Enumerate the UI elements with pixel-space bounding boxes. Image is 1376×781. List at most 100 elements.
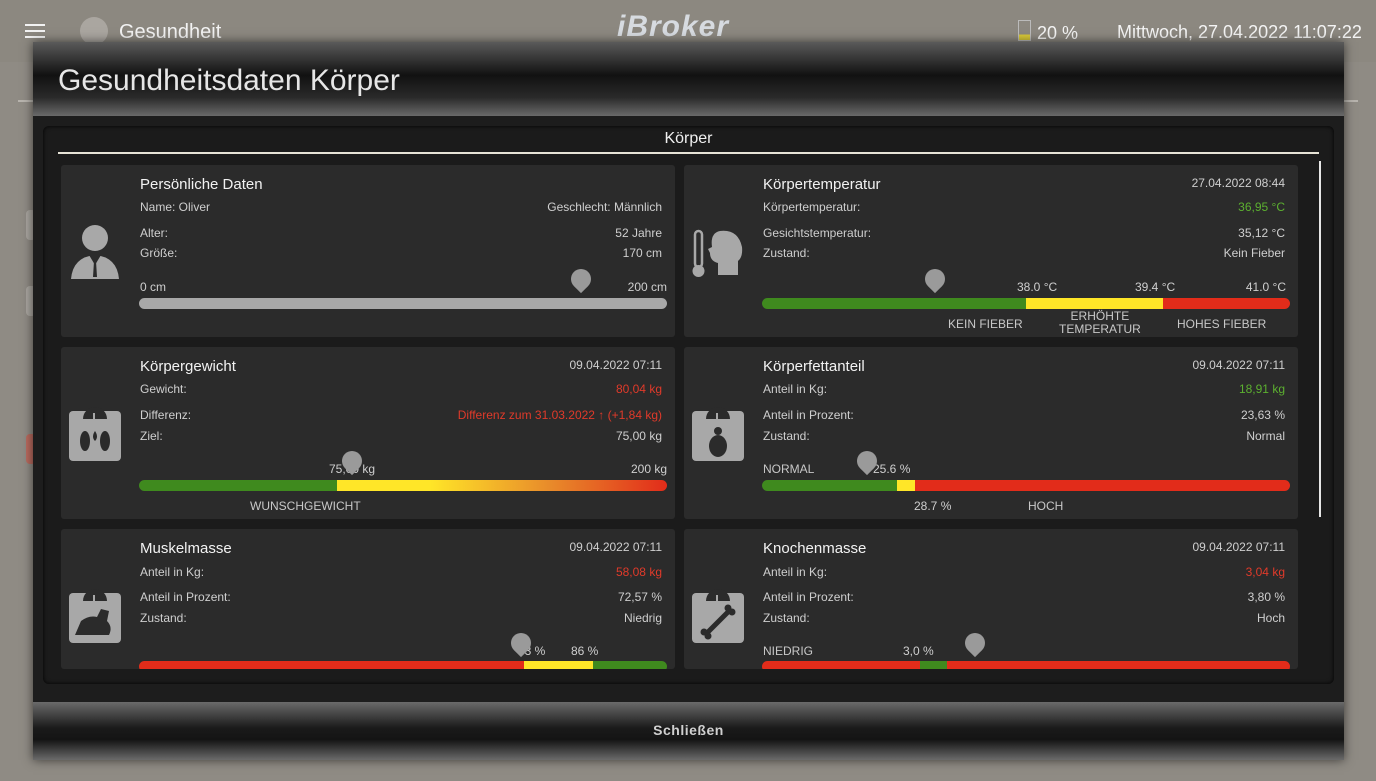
tick-25-6: 25.6 % [873, 462, 911, 476]
close-button[interactable]: Schließen [653, 722, 724, 738]
body-temp-label: Körpertemperatur: [763, 200, 861, 214]
state-label: Zustand: [763, 429, 810, 443]
tick-39-4: 39.4 °C [1135, 280, 1176, 294]
body-temp-value: 36,95 °C [1238, 200, 1285, 214]
state-label: Zustand: [763, 246, 810, 260]
card-date: 09.04.2022 07:11 [1192, 540, 1285, 554]
state-value: Normal [1246, 429, 1285, 443]
zone-no-fever: KEIN FIEBER [948, 317, 1023, 331]
state-value: Hoch [1256, 611, 1285, 625]
card-title: Körpertemperatur [763, 176, 881, 193]
background-widget [26, 434, 36, 464]
dialog-footer: Schließen [33, 702, 1344, 760]
height-value: 170 cm [622, 246, 662, 260]
face-temp-label: Gesichtstemperatur: [763, 226, 872, 240]
zone-high: HOCH [1028, 499, 1064, 513]
dialog-header: Gesundheitsdaten Körper [33, 42, 1344, 116]
scale-bone-icon [692, 589, 744, 643]
zone-elevated-line2: TEMPERATUR [1059, 322, 1141, 336]
goal-label: Ziel: [140, 429, 163, 443]
card-body-weight: Körpergewicht 09.04.2022 07:11 Gewicht: … [61, 347, 675, 519]
bone-pct-label: Anteil in Prozent: [763, 590, 854, 604]
state-value: Niedrig [623, 611, 662, 625]
tick-86: 86 % [571, 644, 599, 658]
temperature-bar [762, 298, 1290, 309]
card-title: Persönliche Daten [140, 176, 263, 193]
tick-max: 200 kg [630, 462, 667, 476]
state-label: Zustand: [763, 611, 810, 625]
muscle-pct-value: 72,57 % [617, 590, 662, 604]
card-title: Körpergewicht [140, 358, 236, 375]
zone-elevated: ERHÖHTE TEMPERATUR [1059, 310, 1141, 336]
bone-kg-value: 3,04 kg [1245, 565, 1285, 579]
muscle-bar [139, 661, 667, 669]
fat-kg-label: Anteil in Kg: [763, 382, 828, 396]
card-bone-mass: Knochenmasse 09.04.2022 07:11 Anteil in … [684, 529, 1298, 669]
muscle-pct-label: Anteil in Prozent: [140, 590, 231, 604]
card-title: Muskelmasse [140, 540, 232, 557]
panel-divider [58, 152, 1319, 154]
tick-38: 38.0 °C [1017, 280, 1058, 294]
brand-logo: iBroker [617, 10, 730, 43]
temperature-pointer-icon [920, 264, 950, 294]
muscle-kg-value: 58,08 kg [615, 565, 662, 579]
height-label: Größe: [140, 246, 178, 260]
card-date: 09.04.2022 07:11 [569, 358, 662, 372]
scale-muscle-icon [69, 589, 121, 643]
card-body-temperature: Körpertemperatur 27.04.2022 08:44 Körper… [684, 165, 1298, 337]
body-panel: Körper Persönliche Daten Name: Oliver Ge… [43, 126, 1334, 684]
bone-kg-label: Anteil in Kg: [763, 565, 828, 579]
name-label: Name: Oliver [140, 200, 211, 214]
background-widget [26, 210, 36, 240]
zone-normal: NORMAL [763, 462, 815, 476]
age-value: 52 Jahre [615, 226, 662, 240]
zone-elevated-line1: ERHÖHTE [1070, 309, 1130, 323]
gender-label: Geschlecht: Männlich [547, 200, 662, 214]
state-label: Zustand: [140, 611, 187, 625]
bone-bar [762, 661, 1290, 669]
card-title: Knochenmasse [763, 540, 867, 557]
range-max: 200 cm [627, 280, 667, 294]
zone-low: NIEDRIG [763, 644, 814, 658]
muscle-kg-label: Anteil in Kg: [140, 565, 205, 579]
weight-label: Gewicht: [140, 382, 187, 396]
card-date: 27.04.2022 08:44 [1191, 176, 1285, 190]
fat-bar [762, 480, 1290, 491]
fat-pct-value: 23,63 % [1240, 408, 1285, 422]
thermometer-head-icon [692, 229, 743, 277]
panel-title: Körper [664, 130, 713, 147]
card-body-fat: Körperfettanteil 09.04.2022 07:11 Anteil… [684, 347, 1298, 519]
battery-icon [1018, 20, 1031, 41]
bone-pointer-icon [960, 628, 990, 658]
dialog-title: Gesundheitsdaten Körper [58, 64, 400, 97]
zone-high-fever: HOHES FIEBER [1177, 317, 1267, 331]
menu-icon[interactable] [25, 24, 45, 40]
person-icon [71, 225, 119, 279]
card-date: 09.04.2022 07:11 [569, 540, 662, 554]
date-time: Mittwoch, 27.04.2022 11:07:22 [1117, 22, 1362, 42]
zone-target-weight: WUNSCHGEWICHT [250, 499, 361, 513]
height-pointer-icon [566, 264, 596, 294]
card-personal-data: Persönliche Daten Name: Oliver Geschlech… [61, 165, 675, 337]
health-logo-icon [80, 17, 108, 45]
age-label: Alter: [140, 226, 169, 240]
scrollbar[interactable] [1319, 161, 1321, 517]
tick-41: 41.0 °C [1245, 280, 1286, 294]
fat-pct-label: Anteil in Prozent: [763, 408, 854, 422]
goal-value: 75,00 kg [615, 429, 662, 443]
scale-feet-icon [69, 407, 121, 461]
battery-level: 20 % [1037, 23, 1079, 43]
weight-value: 80,04 kg [615, 382, 662, 396]
bone-pct-value: 3,80 % [1247, 590, 1285, 604]
card-muscle-mass: Muskelmasse 09.04.2022 07:11 Anteil in K… [61, 529, 675, 669]
scale-body-icon [692, 407, 744, 461]
tick-3-0: 3,0 % [903, 644, 934, 658]
fat-kg-value: 18,91 kg [1238, 382, 1285, 396]
height-bar [139, 298, 667, 309]
weight-bar [139, 480, 667, 491]
background-widget [26, 286, 36, 316]
card-title: Körperfettanteil [763, 358, 865, 375]
range-min: 0 cm [140, 280, 167, 294]
difference-label: Differenz: [140, 408, 192, 422]
health-dialog: Gesundheitsdaten Körper Körper Persönlic… [33, 42, 1344, 760]
